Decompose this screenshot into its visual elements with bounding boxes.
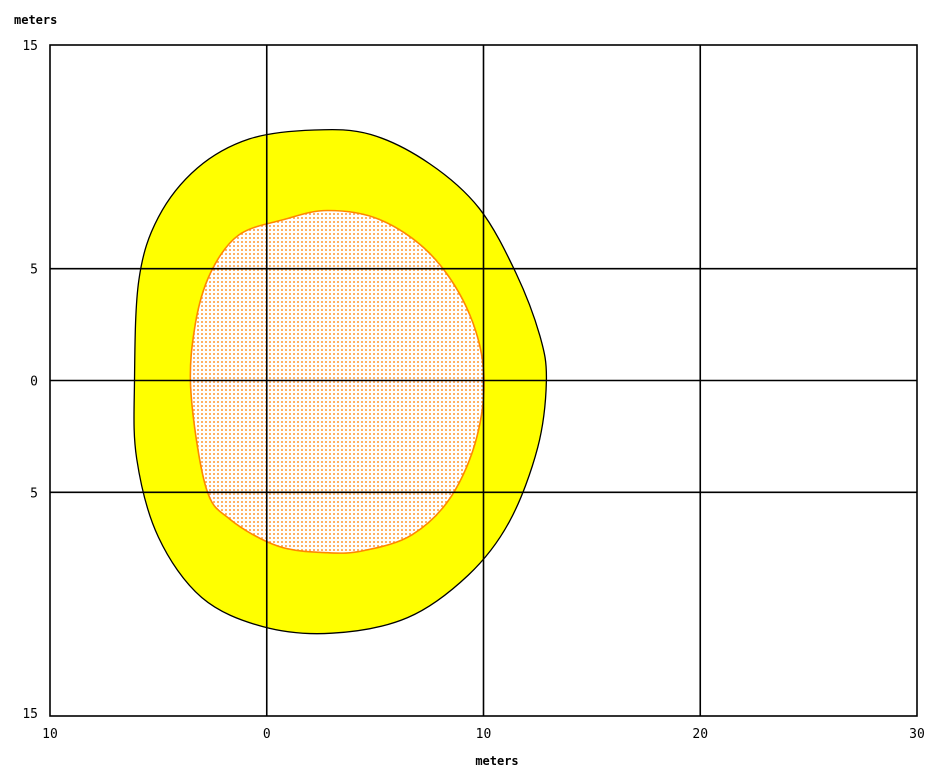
y-tick-label: 5 xyxy=(30,486,38,501)
x-tick-label: 20 xyxy=(692,727,708,742)
y-tick-label: 5 xyxy=(30,263,38,278)
y-axis-label: meters xyxy=(14,13,57,27)
x-tick-label: 0 xyxy=(263,727,271,742)
series-layer xyxy=(133,128,548,635)
contour-region-2 xyxy=(189,209,485,554)
x-axis-label: meters xyxy=(475,754,518,767)
plot-frame xyxy=(49,44,918,717)
y-tick-label: 0 xyxy=(30,375,38,390)
y-tick-label: 15 xyxy=(22,707,38,722)
x-tick-label: 10 xyxy=(42,727,58,742)
y-tick-label: 15 xyxy=(22,39,38,54)
tick-layer: 10 0 10 20 30 15 5 0 5 15 xyxy=(22,39,924,742)
x-tick-label: 30 xyxy=(909,727,925,742)
x-tick-label: 10 xyxy=(476,727,492,742)
grid-layer xyxy=(49,44,918,717)
